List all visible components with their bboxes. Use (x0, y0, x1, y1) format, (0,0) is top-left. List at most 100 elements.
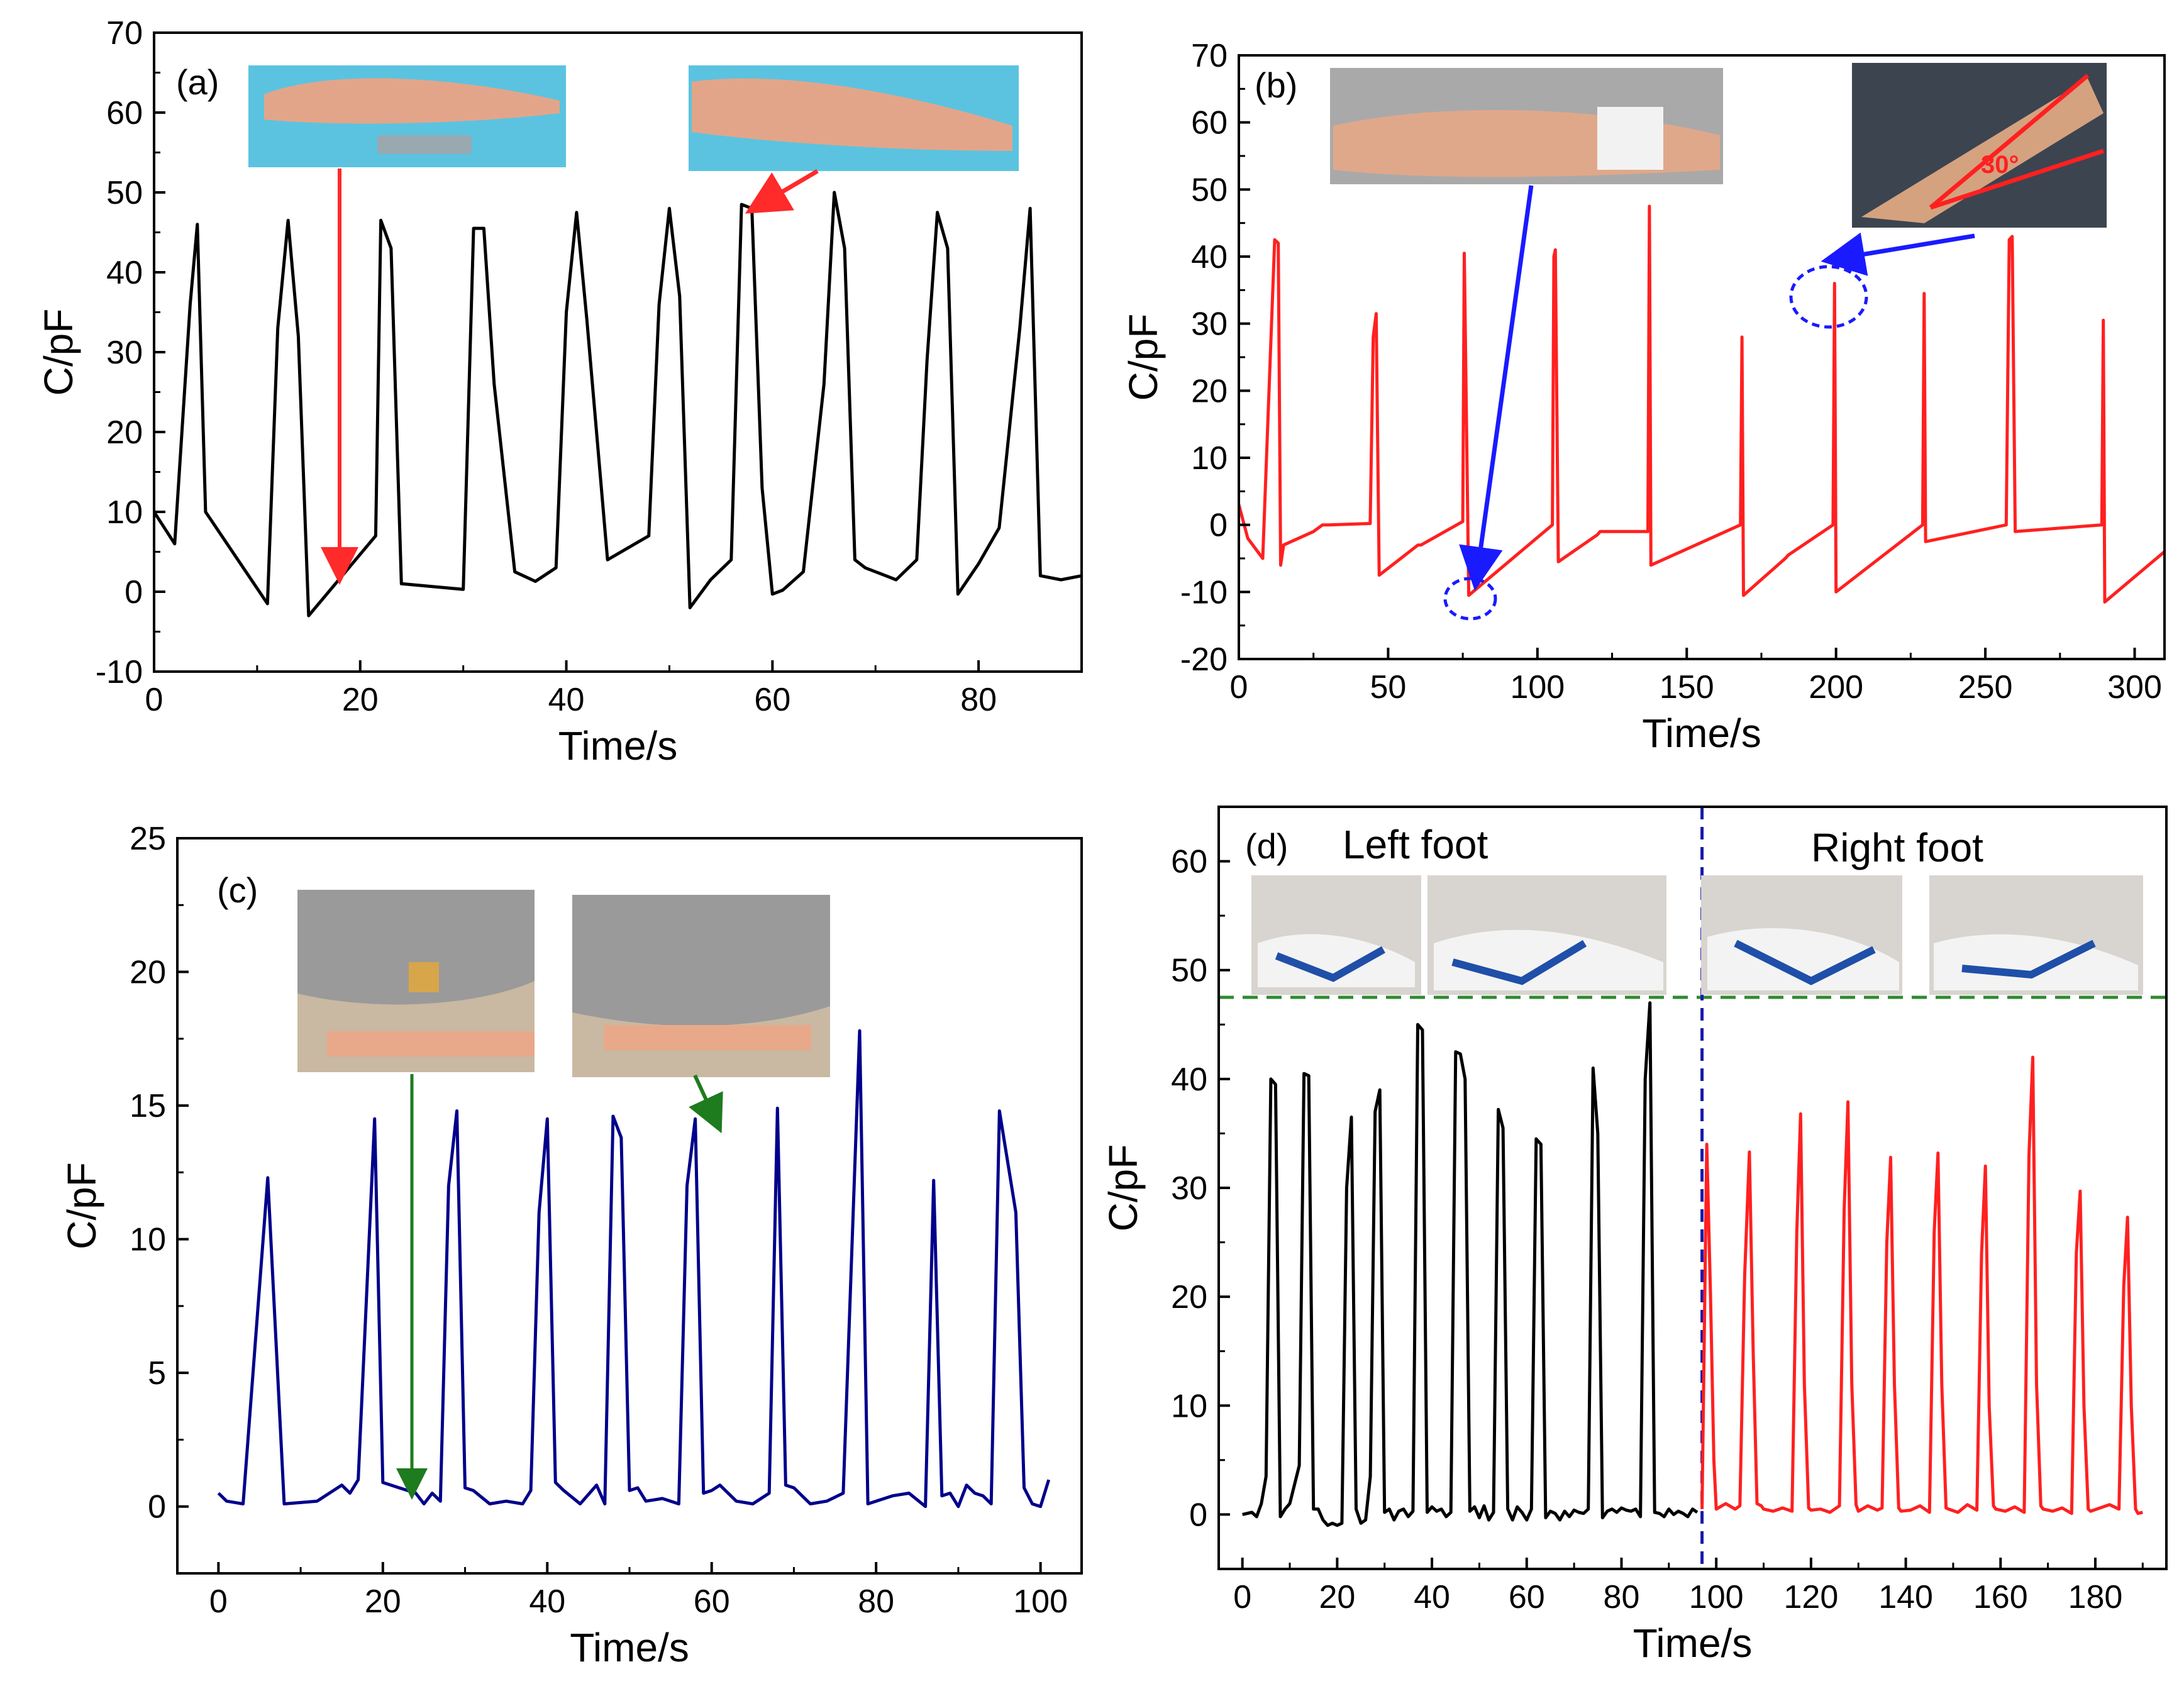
y-tick-label: 20 (1171, 1279, 1207, 1316)
y-tick-label: 20 (130, 955, 166, 991)
y-tick-label: -10 (96, 654, 143, 690)
y-tick-label: 20 (1191, 373, 1228, 409)
panel-b-photo-arm-bent: 30° (1852, 63, 2107, 228)
panel-d-label: (d) (1245, 826, 1288, 866)
panel-c-photo-sit-raised (297, 890, 535, 1072)
panel-a-photo-hand-pressed (689, 65, 1019, 171)
x-tick-label: 180 (2068, 1579, 2123, 1615)
x-tick-label: 40 (1414, 1579, 1450, 1615)
x-tick-label: 80 (960, 682, 997, 718)
panel-b-arrow-bent (1821, 232, 1975, 276)
x-tick-label: 50 (1370, 669, 1406, 706)
x-tick-label: 150 (1660, 669, 1714, 706)
panel-d-photo-left-2 (1427, 875, 1666, 995)
x-tick-label: 60 (694, 1583, 730, 1620)
x-tick-label: 300 (2107, 669, 2162, 706)
x-tick-label: 60 (1509, 1579, 1545, 1615)
x-tick-label: 20 (1319, 1579, 1355, 1615)
right-foot-label: Right foot (1811, 825, 1983, 870)
panel-b-chart: 0 50 100 150 200 250 300 -20 -10 0 10 20 30 40 50 60 70 T… (1121, 38, 2166, 756)
y-tick-label: 30 (1191, 306, 1228, 343)
x-tick-label: 100 (1689, 1579, 1744, 1615)
panel-d-photo-right-1 (1701, 875, 1902, 995)
x-tick-label: 0 (1230, 669, 1248, 706)
x-axis-title: Time/s (558, 723, 678, 768)
y-tick-label: 25 (130, 821, 166, 857)
panel-d-photo-right-2 (1929, 875, 2143, 995)
y-tick-label: 20 (106, 414, 143, 451)
panel-b-arrow-straight (1459, 185, 1534, 591)
y-tick-label: 50 (1171, 953, 1207, 989)
y-axis-title: C/pF (1100, 1144, 1146, 1232)
x-tick-label: 250 (1958, 669, 2013, 706)
y-tick-label: 40 (1171, 1061, 1207, 1098)
y-tick-label: 0 (1189, 1497, 1207, 1533)
y-tick-label: 50 (1191, 172, 1228, 208)
y-tick-label: 40 (106, 255, 143, 291)
y-tick-label: 50 (106, 175, 143, 211)
series-line-b-0 (1239, 204, 2165, 604)
panel-d-chart: 0 20 40 60 80 100 120 140 160 180 0 10 20 30 40 50 60 Tim… (1100, 806, 2168, 1666)
series-line-c-0 (217, 1029, 1051, 1509)
series-line-d-0 (1242, 1001, 1699, 1527)
x-axis-title: Time/s (1642, 711, 1761, 756)
y-tick-label: 70 (1191, 38, 1228, 74)
y-tick-label: 0 (148, 1489, 166, 1526)
y-tick-label: 15 (130, 1088, 166, 1124)
x-tick-label: 0 (209, 1583, 228, 1620)
panel-d-photo-left-1 (1251, 875, 1421, 995)
x-tick-label: 120 (1783, 1579, 1838, 1615)
panel-c-label: (c) (217, 870, 258, 910)
y-tick-label: 10 (1191, 440, 1228, 477)
y-tick-label: 10 (1171, 1388, 1207, 1424)
x-tick-label: 80 (858, 1583, 894, 1620)
y-axis-title: C/pF (36, 309, 81, 396)
panel-a-photo-hand-raised (248, 65, 566, 167)
y-tick-label: 30 (1171, 1170, 1207, 1207)
y-tick-label: 40 (1191, 239, 1228, 275)
y-tick-label: 60 (1171, 844, 1207, 880)
x-tick-label: 40 (529, 1583, 565, 1620)
x-tick-label: 60 (754, 682, 790, 718)
panel-c-chart: 0 20 40 60 80 100 0 5 10 15 20 25 Time/s C/pF (c) (59, 821, 1083, 1670)
panel-c-photo-sit-pressed (572, 895, 830, 1077)
x-axis-title: Time/s (1633, 1621, 1753, 1666)
x-tick-label: 100 (1510, 669, 1565, 706)
y-axis-title: C/pF (59, 1162, 104, 1249)
series-line-a-0 (154, 191, 1082, 618)
y-tick-label: 60 (106, 95, 143, 131)
panel-b-circle-trough (1443, 577, 1497, 621)
x-tick-label: 140 (1878, 1579, 1933, 1615)
x-tick-label: 160 (1973, 1579, 2028, 1615)
panel-b-label: (b) (1255, 65, 1297, 105)
series-line-d-1 (1700, 1055, 2143, 1515)
y-tick-label: 5 (148, 1355, 166, 1392)
x-tick-label: 0 (145, 682, 164, 718)
panel-c-arrow-right (689, 1074, 723, 1134)
y-tick-label: 10 (106, 494, 143, 531)
y-axis-title: C/pF (1121, 314, 1166, 401)
y-tick-label: -10 (1180, 574, 1228, 611)
left-foot-label: Left foot (1343, 822, 1488, 867)
x-tick-label: 20 (342, 682, 379, 718)
y-tick-label: 30 (106, 335, 143, 371)
y-tick-label: -20 (1180, 641, 1228, 678)
x-tick-label: 80 (1604, 1579, 1640, 1615)
y-tick-label: 70 (106, 15, 143, 52)
y-tick-label: 0 (1209, 507, 1228, 544)
panel-a-arrow-right (745, 169, 819, 214)
panel-b-photo-arm-straight (1330, 68, 1723, 184)
x-axis-title: Time/s (570, 1625, 689, 1670)
panel-b-plot: 0 50 100 150 200 250 300 -20 -10 0 10 20 30 40 50 60 70 T… (1121, 38, 2166, 756)
panel-b-angle-label: 30° (1981, 151, 2019, 179)
panel-c-plot: 0 20 40 60 80 100 0 5 10 15 20 25 Time/s C/pF (59, 821, 1083, 1670)
y-tick-label: 60 (1191, 105, 1228, 141)
x-tick-label: 100 (1013, 1583, 1068, 1620)
x-tick-label: 20 (365, 1583, 401, 1620)
y-tick-label: 0 (125, 574, 143, 611)
panel-d-plot: 0 20 40 60 80 100 120 140 160 180 0 10 20 30 40 50 60 Tim… (1100, 806, 2168, 1666)
x-tick-label: 0 (1233, 1579, 1251, 1615)
